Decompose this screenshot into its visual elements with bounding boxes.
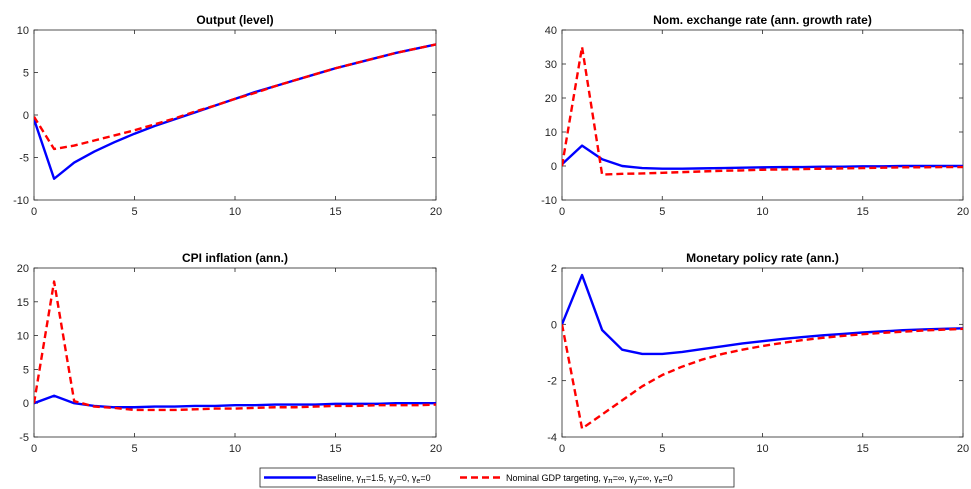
legend-baseline-v1: =1.5, γ	[366, 473, 394, 483]
chart-panel-4: 0 5 10 15 20 -4 -2 0 2 Monetary policy rate (ann.…	[547, 251, 969, 455]
series-line-ngdp	[34, 280, 436, 412]
y-tick-label: -10	[13, 195, 29, 207]
x-tick-label: 5	[659, 206, 665, 218]
x-tick-label: 15	[329, 206, 341, 218]
x-tick-label: 10	[229, 443, 241, 455]
chart-title: Output (level)	[196, 13, 273, 27]
series-line-baseline	[562, 273, 963, 356]
x-tick-label: 10	[756, 443, 768, 455]
y-tick-label: 40	[545, 25, 557, 37]
plot-area	[33, 29, 437, 201]
y-tick-label: 10	[17, 331, 29, 343]
y-tick-label: -10	[541, 195, 557, 207]
x-tick-label: 5	[131, 443, 137, 455]
x-tick-label: 20	[957, 443, 969, 455]
plot-area	[561, 29, 964, 201]
plot-area	[33, 267, 437, 438]
legend-baseline-v2: =0, γ	[397, 473, 417, 483]
chart-title: Monetary policy rate (ann.)	[686, 251, 839, 265]
legend-baseline-sub-e: e	[416, 478, 420, 485]
x-tick-label: 0	[31, 206, 37, 218]
y-tick-label: 30	[545, 59, 557, 71]
x-tick-label: 5	[659, 443, 665, 455]
y-tick-label: -5	[19, 153, 29, 165]
legend-ngdp-v2: =∞, γ	[637, 473, 659, 483]
series-line-ngdp	[562, 45, 963, 176]
legend-ngdp-v3: =0	[663, 473, 673, 483]
y-tick-label: 20	[17, 263, 29, 275]
x-tick-label: 15	[857, 443, 869, 455]
legend-ngdp-sub-y: y	[634, 478, 638, 485]
legend-baseline-gpi: γ	[357, 473, 362, 483]
x-tick-label: 10	[229, 206, 241, 218]
legend-label-baseline: Baseline, γπ=1.5, γy=0, γe=0	[317, 473, 431, 485]
y-tick-label: 5	[23, 68, 29, 80]
legend-ngdp-sub-pi: π	[608, 478, 613, 485]
y-tick-label: 0	[23, 110, 29, 122]
x-tick-label: 20	[430, 206, 442, 218]
legend-baseline-v3: =0	[420, 473, 430, 483]
y-tick-label: 15	[17, 297, 29, 309]
chart-title: CPI inflation (ann.)	[182, 251, 288, 265]
legend-baseline-sub-pi: π	[361, 478, 366, 485]
x-tick-label: 0	[31, 443, 37, 455]
plot-area	[561, 267, 964, 438]
legend: Baseline, γπ=1.5, γy=0, γe=0 Nominal GDP…	[259, 467, 735, 488]
series-line-ngdp	[562, 324, 963, 430]
y-tick-label: 20	[545, 93, 557, 105]
x-tick-label: 20	[430, 443, 442, 455]
y-tick-label: 0	[23, 398, 29, 410]
y-tick-label: 5	[23, 364, 29, 376]
x-tick-label: 15	[857, 206, 869, 218]
x-tick-label: 0	[559, 443, 565, 455]
chart-title: Nom. exchange rate (ann. growth rate)	[653, 13, 872, 27]
legend-baseline-name: Baseline,	[317, 473, 357, 483]
x-tick-label: 0	[559, 206, 565, 218]
series-line-baseline	[34, 394, 436, 409]
y-tick-label: -5	[19, 432, 29, 444]
series-line-ngdp	[34, 43, 436, 151]
chart-panel-1: 0 5 10 15 20 -10 -5 0 5 10 Output (level)	[13, 13, 442, 218]
legend-ngdp-v1: =∞, γ	[613, 473, 635, 483]
y-tick-label: -2	[547, 376, 557, 388]
series-line-baseline	[562, 144, 963, 170]
y-tick-label: 2	[551, 263, 557, 275]
legend-ngdp-sub-e: e	[659, 478, 663, 485]
x-tick-label: 10	[756, 206, 768, 218]
y-tick-label: 10	[17, 25, 29, 37]
x-tick-label: 15	[329, 443, 341, 455]
y-tick-label: -4	[547, 432, 557, 444]
x-tick-label: 5	[131, 206, 137, 218]
y-tick-label: 0	[551, 161, 557, 173]
legend-ngdp-name: Nominal GDP targeting, γ	[506, 473, 608, 483]
legend-label-ngdp: Nominal GDP targeting, γπ=∞, γy=∞, γe=0	[506, 473, 673, 485]
legend-baseline-sub-y: y	[393, 478, 397, 485]
y-tick-label: 0	[551, 319, 557, 331]
y-tick-label: 10	[545, 127, 557, 139]
x-tick-label: 20	[957, 206, 969, 218]
